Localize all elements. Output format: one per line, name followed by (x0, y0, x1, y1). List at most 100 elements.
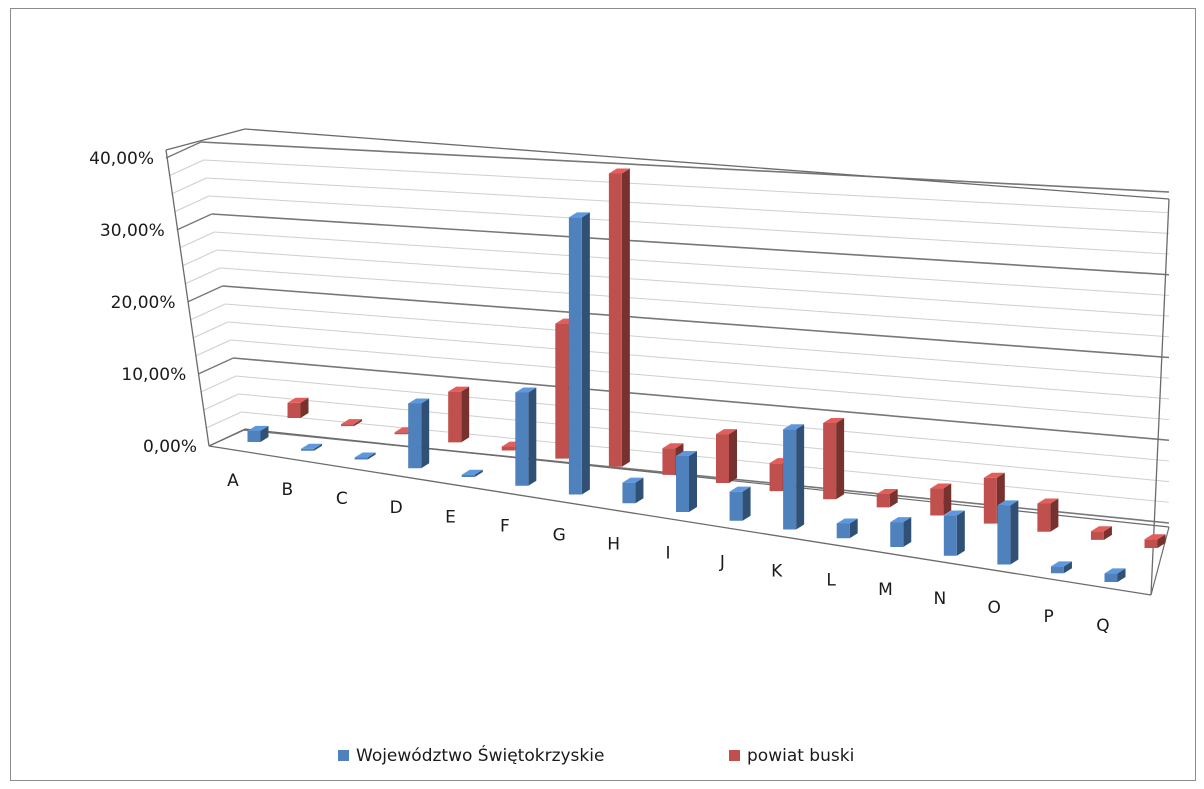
bar-series-2-A (287, 397, 309, 418)
bar-series-2-L (876, 489, 898, 508)
x-tick-label: P (1043, 607, 1053, 627)
bar-series-1-L (836, 518, 858, 539)
bar-series-1-P (1050, 561, 1072, 574)
y-tick-label: 30,00% (100, 221, 165, 241)
right-edge (1150, 198, 1170, 596)
x-tick-label: J (719, 553, 725, 573)
bar-series-2-K (823, 418, 845, 500)
bar-series-1-J (729, 486, 751, 521)
side-gridline-minor (192, 321, 229, 339)
bar-series-2-M (930, 483, 952, 516)
gridline-minor (230, 339, 1170, 421)
gridline-minor (225, 303, 1170, 379)
x-tick-label: L (826, 571, 836, 591)
side-gridline-minor (184, 267, 221, 285)
bar-series-1-H (622, 477, 644, 504)
bar-series-1-I (676, 451, 697, 512)
grid (165, 141, 1170, 524)
gridline-minor (219, 267, 1170, 338)
side-gridline-major (187, 285, 223, 303)
x-tick-label: A (227, 471, 239, 491)
side-gridline-minor (173, 195, 210, 213)
y-tick-label: 10,00% (121, 365, 186, 385)
x-tick-label: F (500, 516, 510, 536)
side-gridline-minor (179, 231, 215, 249)
labels: 0,00% 10,00% 20,00% 30,00% 40,00% A B C D E F G H I J K… (89, 149, 1110, 636)
y-tick-label: 0,00% (143, 437, 197, 457)
bar-series-2-G (608, 168, 630, 467)
legend-swatch-series-1 (338, 750, 349, 761)
gridline-major (233, 357, 1170, 442)
legend-swatch-series-2 (729, 750, 740, 761)
gridline-major (222, 285, 1170, 359)
legend-label-series-2: powiat buski (747, 746, 854, 766)
gridline-major (200, 141, 1170, 193)
bar-series-1-E (461, 469, 483, 477)
gridline-minor (217, 249, 1170, 317)
bar-series-1-A (247, 425, 269, 442)
x-tick-label: O (988, 598, 1001, 618)
side-gridline-minor (171, 177, 207, 195)
floor-front-edge (208, 445, 1152, 596)
bar-series-2-P (1090, 526, 1112, 540)
floor-left-edge (208, 428, 246, 447)
gridline-minor (241, 411, 1170, 503)
side-gridline-minor (203, 393, 239, 411)
side-gridline-minor (189, 303, 226, 321)
gridline-minor (227, 321, 1170, 400)
x-tick-label: G (553, 525, 566, 545)
gridline-minor (209, 195, 1170, 255)
x-tick-label: Q (1096, 616, 1109, 636)
chart-area: 0,00% 10,00% 20,00% 30,00% 40,00% A B C D E F G H I J K… (10, 8, 1196, 781)
floor-back-edge (244, 428, 1170, 528)
x-tick-label: K (771, 562, 783, 582)
bar-series-2-B (341, 419, 363, 427)
gridline-minor (203, 159, 1170, 214)
y-tick-label: 40,00% (89, 149, 154, 169)
x-tick-label: E (445, 507, 456, 527)
gridline-minor (238, 393, 1170, 483)
x-tick-label: C (336, 489, 348, 509)
bar-series-2-O (1037, 498, 1059, 532)
bar-series-1-K (783, 424, 805, 530)
bar-series-2-I (716, 429, 737, 483)
side-gridline-major (197, 357, 234, 375)
legend: Województwo Świętokrzyskie powiat buski (338, 744, 854, 766)
x-tick-label: D (390, 498, 403, 518)
bar-series-2-Q (1144, 534, 1166, 548)
bar-series-1-O (997, 500, 1019, 565)
gridline-minor (206, 177, 1170, 234)
x-tick-label: B (282, 480, 294, 500)
y-axis (165, 149, 210, 447)
side-gridline-major (176, 213, 213, 231)
bar-series-1-M (890, 517, 912, 547)
bars (247, 168, 1166, 582)
side-gridline-minor (195, 339, 231, 357)
side-gridline-major (165, 141, 202, 159)
bar-series-2-D (448, 386, 470, 443)
axes (165, 128, 1170, 596)
floor-right-edge (1150, 526, 1170, 596)
gridline-major (211, 213, 1170, 276)
x-tick-label: H (607, 534, 620, 554)
gridline-minor (214, 231, 1170, 296)
side-gridline-minor (200, 375, 237, 393)
gridline-minor (235, 375, 1170, 462)
bar-series-1-Q (1104, 568, 1126, 582)
back-top-edge (165, 128, 246, 151)
y-tick-label: 20,00% (111, 293, 176, 313)
bar-series-1-D (408, 398, 430, 469)
bar-series-1-C (354, 452, 376, 460)
bar-series-1-F (515, 387, 537, 486)
bar-series-1-B (301, 443, 323, 451)
bar-series-1-N (943, 510, 965, 556)
x-tick-label: N (934, 589, 947, 609)
legend-label-series-1: Województwo Świętokrzyskie (356, 744, 604, 766)
side-gridline-minor (168, 159, 204, 177)
x-tick-label: I (665, 544, 670, 564)
chart-svg: 0,00% 10,00% 20,00% 30,00% 40,00% A B C D E F G H I J K… (89, 128, 1170, 766)
side-gridline-minor (181, 249, 218, 267)
back-top-line (244, 128, 1170, 200)
bar-series-1-G (568, 212, 590, 495)
side-gridline-minor (206, 411, 242, 429)
